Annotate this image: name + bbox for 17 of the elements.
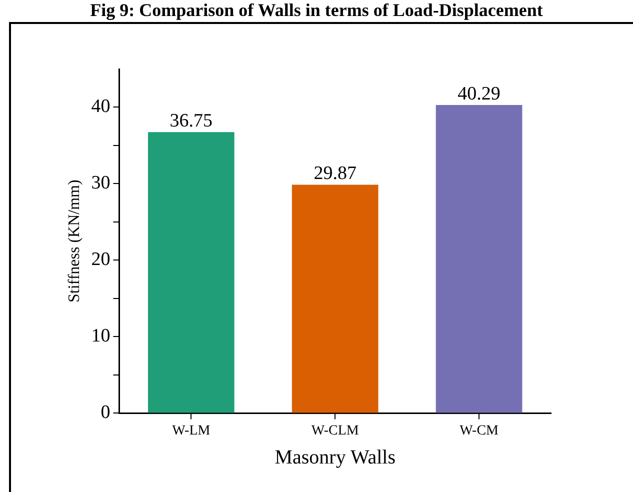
x-tick-label: W-CM	[460, 423, 500, 438]
bar	[148, 132, 234, 413]
data-label: 29.87	[314, 163, 356, 184]
y-tick-label: 30	[91, 172, 110, 194]
x-tick-label: W-CLM	[311, 423, 360, 438]
x-axis-title: Masonry Walls	[274, 446, 396, 468]
bar	[292, 184, 378, 413]
y-tick-label: 40	[91, 96, 110, 118]
data-label: 40.29	[458, 84, 500, 105]
x-tick-label: W-LM	[172, 423, 211, 438]
y-tick-label: 10	[91, 326, 110, 347]
bar	[436, 105, 522, 413]
data-label: 36.75	[170, 110, 213, 132]
chart-title: Fig 9: Comparison of Walls in terms of Load-Displacement	[89, 0, 544, 21]
y-tick-label: 0	[100, 402, 110, 424]
y-axis-title: Stiffness (KN/mm)	[66, 180, 83, 303]
y-tick-label: 20	[91, 249, 110, 270]
